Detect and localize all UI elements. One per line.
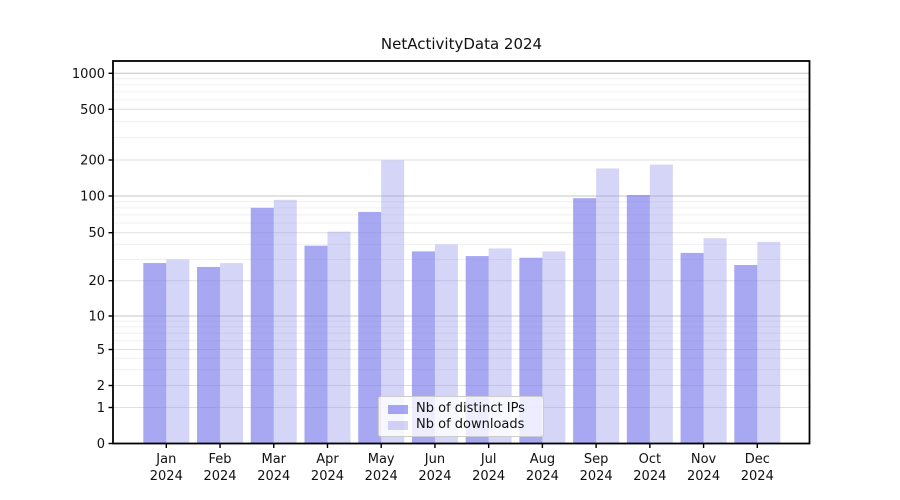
y-tick-label: 1000 (72, 67, 105, 82)
x-tick-label-month: Apr (316, 452, 339, 467)
x-tick-label-month: Dec (745, 452, 770, 467)
bar-distinct-ips-feb (197, 266, 221, 444)
y-tick-label: 2 (97, 379, 105, 394)
y-tick-label: 100 (80, 190, 105, 205)
x-tick-label-month: Feb (209, 452, 232, 467)
bar-distinct-ips-nov (680, 252, 704, 444)
x-tick-label-month: Nov (691, 452, 717, 467)
bar-downloads-oct (649, 164, 673, 444)
x-tick-label-year: 2024 (580, 469, 613, 484)
bar-distinct-ips-may (358, 211, 382, 444)
x-tick-label-year: 2024 (257, 469, 290, 484)
x-tick-label-year: 2024 (472, 469, 505, 484)
y-tick-label: 10 (88, 310, 105, 325)
bar-downloads-apr (327, 231, 351, 444)
bar-distinct-ips-mar (250, 207, 274, 444)
x-tick-label-month: May (368, 452, 395, 467)
x-tick-label-year: 2024 (311, 469, 344, 484)
x-tick-label-month: Oct (639, 452, 661, 467)
x-tick-label-month: Mar (261, 452, 286, 467)
x-tick-label-year: 2024 (203, 469, 236, 484)
plot-border (112, 60, 811, 445)
bar-downloads-sep (596, 168, 620, 444)
bar-downloads-nov (703, 238, 727, 444)
legend-row-distinct-ips: Nb of distinct IPs (388, 401, 534, 417)
x-tick-label-year: 2024 (418, 469, 451, 484)
y-tick-label: 20 (88, 274, 105, 289)
y-tick-label: 50 (88, 226, 105, 241)
legend-label-distinct-ips: Nb of distinct IPs (416, 401, 525, 416)
x-tick-label-month: Aug (530, 452, 555, 467)
x-tick-label-year: 2024 (633, 469, 666, 484)
bar-downloads-jul (488, 248, 512, 444)
bar-downloads-jun (434, 244, 458, 444)
bar-distinct-ips-oct (626, 194, 650, 444)
x-tick-label-year: 2024 (526, 469, 559, 484)
bar-distinct-ips-jun (411, 251, 435, 444)
bar-distinct-ips-dec (734, 264, 758, 444)
x-tick-label-month: Jan (155, 452, 176, 467)
x-tick-label-year: 2024 (365, 469, 398, 484)
y-tick-label: 0 (97, 437, 105, 452)
bar-distinct-ips-apr (304, 245, 328, 444)
x-tick-label-month: Jun (424, 452, 445, 467)
bar-distinct-ips-sep (573, 198, 597, 444)
y-tick-label: 1 (97, 401, 105, 416)
x-tick-label-year: 2024 (741, 469, 774, 484)
x-tick-label-year: 2024 (150, 469, 183, 484)
x-tick-label-year: 2024 (687, 469, 720, 484)
bar-downloads-jan (166, 259, 190, 444)
x-tick-label-month: Jul (480, 452, 497, 467)
x-tick-label-month: Sep (584, 452, 609, 467)
legend-row-downloads: Nb of downloads (388, 417, 534, 433)
bar-downloads-mar (273, 199, 297, 444)
legend-swatch-downloads-icon (388, 420, 408, 430)
bar-distinct-ips-jan (143, 263, 167, 444)
y-tick-label: 5 (97, 343, 105, 358)
y-tick-label: 200 (80, 154, 105, 169)
legend-label-downloads: Nb of downloads (416, 417, 525, 432)
chart-title: NetActivityData 2024 (380, 35, 543, 53)
bar-downloads-dec (757, 241, 781, 444)
bar-downloads-feb (220, 263, 244, 444)
bar-downloads-aug (542, 251, 566, 444)
y-tick-label: 500 (80, 103, 105, 118)
legend: Nb of distinct IPs Nb of downloads (378, 396, 544, 437)
bar-downloads-may (381, 160, 405, 444)
legend-swatch-distinct-ips-icon (388, 404, 408, 414)
